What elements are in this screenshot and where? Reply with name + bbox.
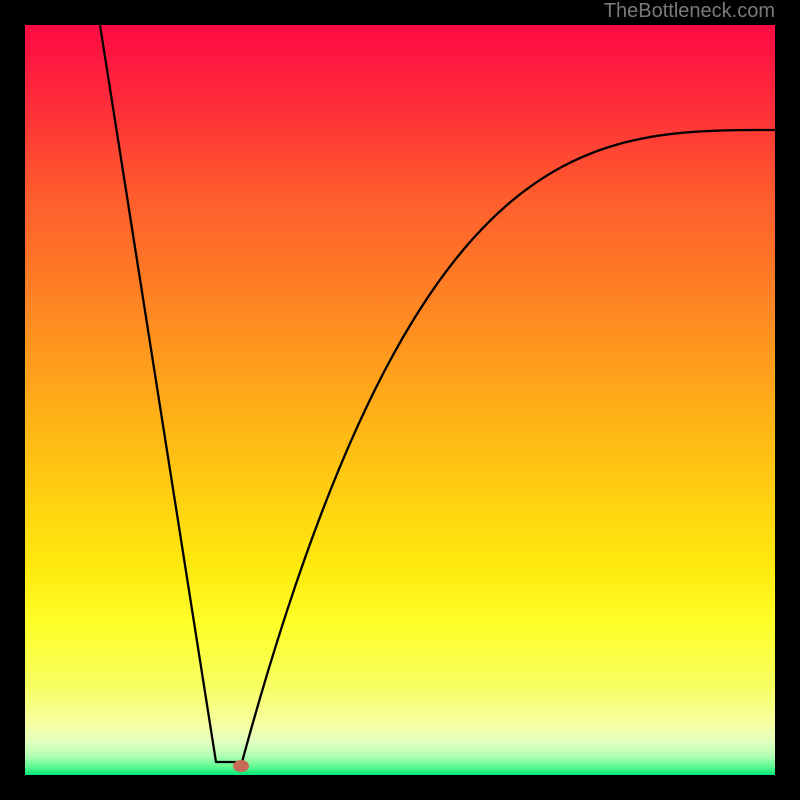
optimum-marker [233, 760, 249, 772]
watermark-text: TheBottleneck.com [604, 0, 775, 23]
gradient-background [25, 25, 775, 775]
bottleneck-chart [0, 0, 800, 800]
chart-frame: TheBottleneck.com [0, 0, 800, 800]
